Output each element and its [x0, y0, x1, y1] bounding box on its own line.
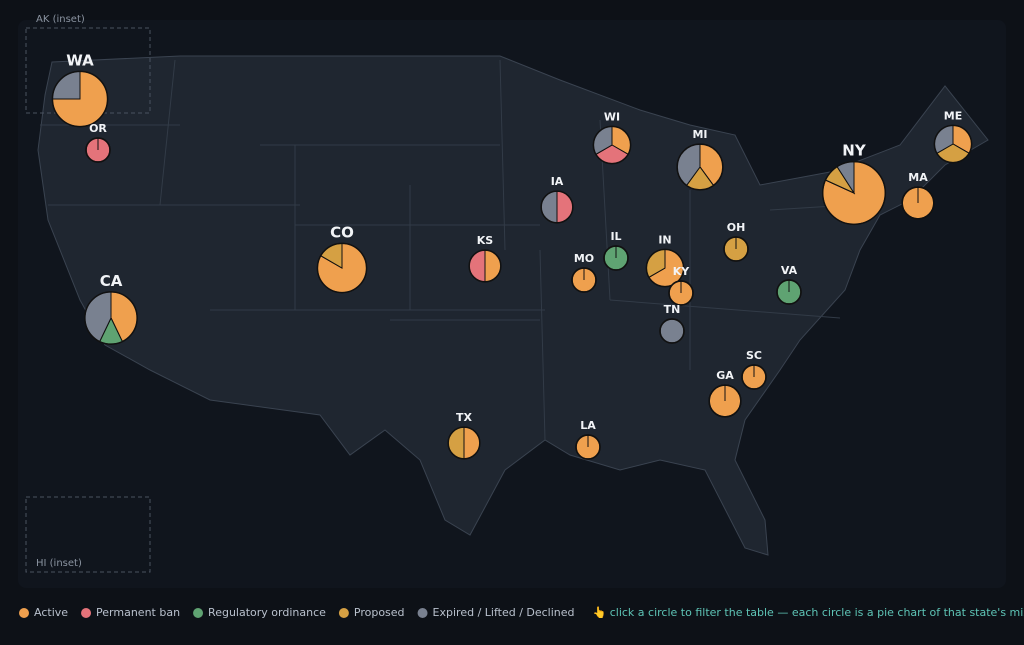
state-label: TX — [456, 411, 473, 424]
legend-label: Permanent ban — [96, 606, 180, 619]
state-pie[interactable]: NY — [821, 142, 887, 226]
pie-rim — [84, 291, 138, 345]
state-label: MI — [692, 128, 707, 141]
pie-rim — [776, 279, 802, 305]
legend-label: Regulatory ordinance — [208, 606, 326, 619]
state-label: IL — [610, 230, 621, 243]
state-label: KY — [673, 265, 691, 278]
state-pie[interactable]: TX — [447, 411, 481, 460]
pie-rim — [708, 384, 742, 418]
state-label: IN — [658, 233, 671, 246]
legend-label: Active — [34, 606, 68, 619]
state-pie[interactable]: KY — [668, 265, 694, 306]
state-label: WI — [604, 110, 620, 123]
state-pie[interactable]: CO — [316, 223, 368, 294]
state-pie[interactable]: MI — [676, 128, 724, 191]
inset-box — [25, 496, 151, 573]
pie-rim — [571, 267, 597, 293]
pie-rim — [447, 426, 481, 460]
state-pie[interactable]: IL — [603, 230, 629, 271]
state-label: ME — [944, 109, 962, 122]
state-label: OH — [727, 221, 746, 234]
state-pie[interactable]: TN — [659, 303, 685, 344]
inset-label: AK (inset) — [36, 14, 85, 25]
legend-swatch — [81, 608, 92, 618]
pie-rim — [316, 242, 368, 294]
legend-label: Expired / Lifted / Declined — [433, 606, 575, 619]
inset-label: HI (inset) — [36, 558, 82, 569]
state-pie[interactable]: MA — [901, 171, 935, 220]
pie-rim — [741, 364, 767, 390]
state-label: CA — [100, 272, 123, 290]
state-label: GA — [716, 369, 734, 382]
state-label: MA — [908, 171, 928, 184]
legend-swatch — [193, 608, 204, 618]
state-pie[interactable]: VA — [776, 264, 802, 305]
state-pie[interactable]: WA — [51, 51, 109, 128]
pie-rim — [668, 280, 694, 306]
state-label: NY — [842, 142, 867, 160]
state-label: MO — [574, 252, 594, 265]
pie-rim — [659, 318, 685, 344]
pie-rim — [85, 137, 111, 163]
pie-rim — [592, 125, 632, 165]
state-pie[interactable]: CA — [84, 272, 138, 345]
pie-rim — [540, 190, 574, 224]
pie-rim — [575, 434, 601, 460]
pie-rim — [901, 186, 935, 220]
pie-rim — [933, 124, 973, 164]
state-borders — [40, 59, 851, 441]
state-pie[interactable]: WI — [592, 110, 632, 165]
state-label: CO — [330, 223, 354, 241]
pie-rim — [723, 236, 749, 262]
state-label: SC — [746, 349, 762, 362]
legend-label: Proposed — [354, 606, 405, 619]
state-label: OR — [89, 122, 107, 135]
state-label: VA — [781, 264, 798, 277]
state-pie[interactable]: OH — [723, 221, 749, 262]
legend-swatch — [19, 608, 29, 618]
state-pie[interactable]: KS — [468, 234, 502, 283]
pie-rim — [676, 143, 724, 191]
state-label: TN — [664, 303, 681, 316]
state-pie[interactable]: LA — [575, 419, 601, 460]
state-label: LA — [580, 419, 596, 432]
state-label: KS — [477, 234, 494, 247]
state-pie[interactable]: SC — [741, 349, 767, 390]
us-outline — [37, 55, 989, 556]
state-pie[interactable]: MO — [571, 252, 597, 293]
state-pie[interactable]: IN — [645, 233, 685, 288]
pie-rim — [51, 70, 109, 128]
state-pie[interactable]: IA — [540, 175, 574, 224]
legend-swatch — [417, 608, 428, 618]
state-pie[interactable]: GA — [708, 369, 742, 418]
state-pie[interactable]: OR — [85, 122, 111, 163]
pie-rim — [603, 245, 629, 271]
legend-swatch — [338, 608, 349, 618]
hint: 👆 click a circle to filter the table — e… — [593, 606, 1024, 619]
state-pie[interactable]: ME — [933, 109, 973, 164]
state-label: WA — [66, 51, 94, 69]
pie-rim — [645, 248, 685, 288]
pie-rim — [821, 160, 887, 226]
state-label: IA — [551, 175, 564, 188]
pie-rim — [468, 249, 502, 283]
